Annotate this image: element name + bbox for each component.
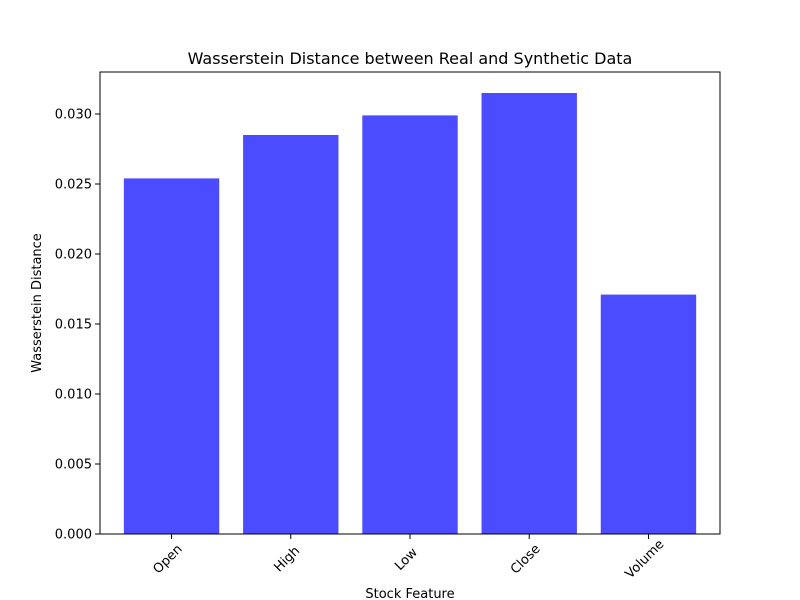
- y-tick-label: 0.025: [55, 178, 92, 193]
- y-axis: 0.000 0.005 0.010 0.015 0.020 0.025 0.030: [55, 108, 100, 543]
- x-axis: Open High Low Close Volume: [150, 534, 667, 582]
- plot-frame: [99, 71, 721, 535]
- y-tick-label: 0.000: [55, 528, 92, 543]
- chart-title: Wasserstein Distance between Real and Sy…: [188, 49, 633, 68]
- x-tick-label-high: High: [271, 544, 303, 576]
- x-axis-label: Stock Feature: [365, 587, 454, 600]
- y-tick-label: 0.020: [55, 248, 92, 263]
- y-tick-label: 0.015: [55, 318, 92, 333]
- bar-volume: [600, 294, 697, 534]
- y-axis-label: Wasserstein Distance: [30, 233, 45, 373]
- bar-high: [243, 135, 339, 534]
- bar-low: [362, 115, 458, 535]
- x-tick-label-close: Close: [508, 542, 544, 578]
- y-tick-label: 0.005: [55, 458, 92, 473]
- bar-close: [481, 93, 577, 534]
- bars-group: [123, 93, 697, 535]
- y-tick-label: 0.010: [55, 388, 92, 403]
- x-tick-label-open: Open: [150, 542, 185, 577]
- bar-open: [123, 178, 220, 534]
- y-tick-label: 0.030: [55, 108, 92, 123]
- x-tick-label-low: Low: [392, 545, 421, 574]
- x-tick-label-volume: Volume: [623, 537, 668, 582]
